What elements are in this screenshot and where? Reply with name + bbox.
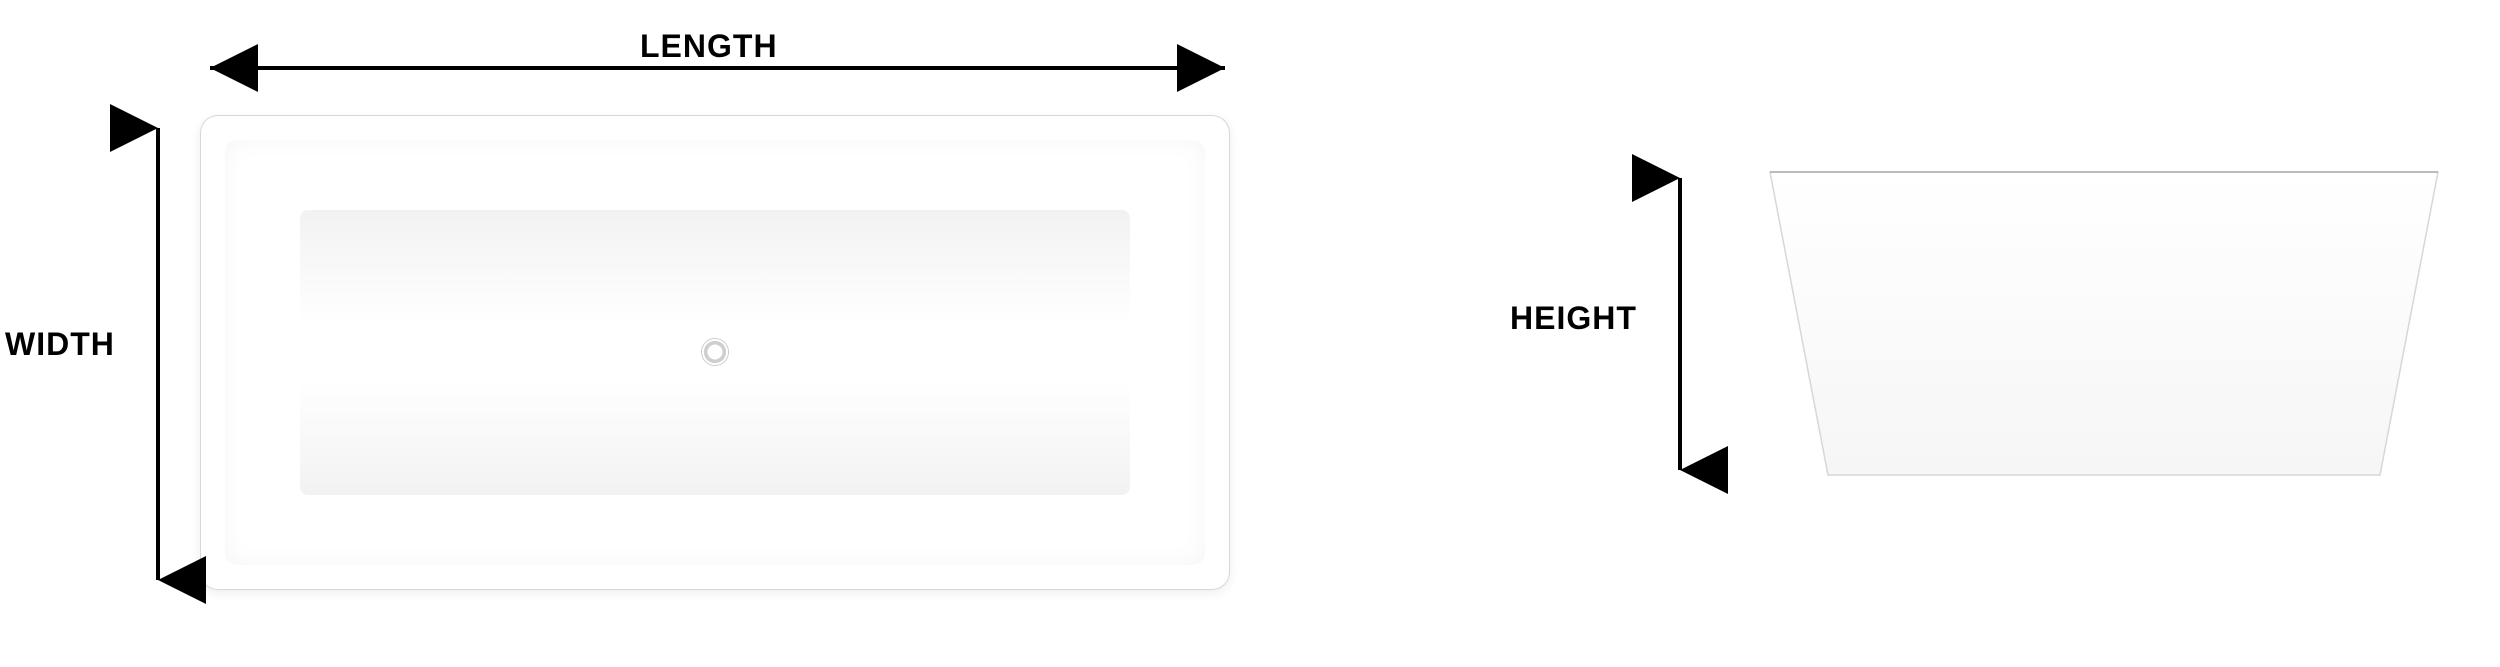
length-label: LENGTH [640,28,778,65]
tub-side-view [0,0,2500,667]
dimension-diagram: LENGTH WIDTH HEIGHT [0,0,2500,667]
width-label: WIDTH [5,326,115,363]
height-label: HEIGHT [1510,300,1637,337]
